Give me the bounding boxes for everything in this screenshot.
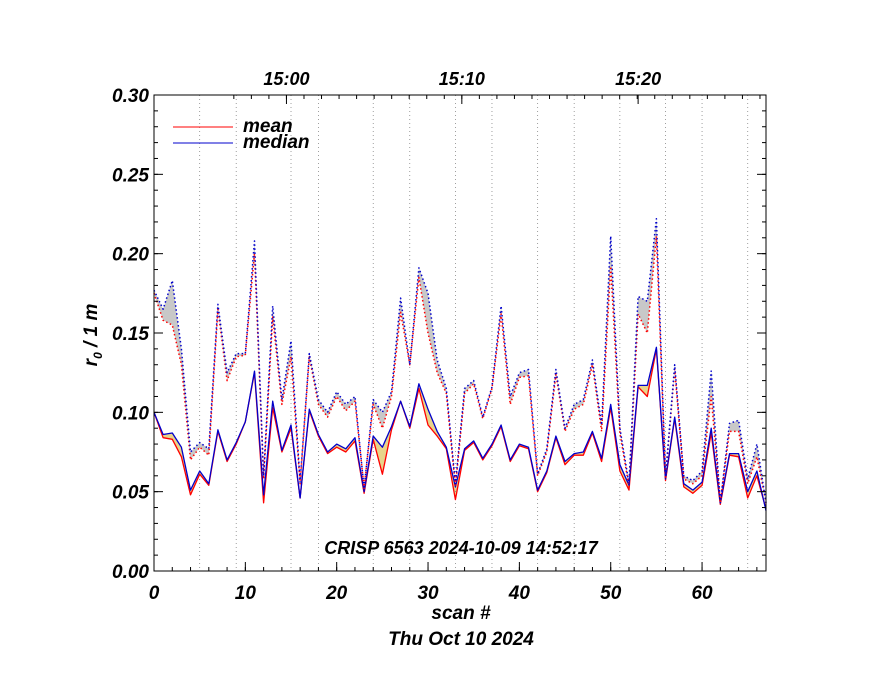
y-tick-label: 0.15 — [112, 324, 149, 345]
series-line-median-upper — [153, 218, 767, 504]
x-tick-label: 10 — [235, 583, 257, 604]
y-tick-label: 0.00 — [112, 562, 149, 583]
y-tick-label: 0.05 — [112, 483, 149, 504]
x-tick-label: 0 — [149, 583, 160, 604]
time-tick-label: 15:10 — [439, 69, 485, 89]
x-tick-label: 50 — [600, 583, 622, 604]
y-tick-label: 0.25 — [112, 165, 149, 186]
x-tick-label: 60 — [691, 583, 713, 604]
legend: mean median — [173, 116, 310, 153]
y-tick-labels: 0.00 0.05 0.10 0.15 0.20 0.25 0.30 — [112, 86, 149, 583]
x-tick-label: 30 — [417, 583, 439, 604]
instrument-annotation: CRISP 6563 2024-10-09 14:52:17 — [324, 538, 599, 558]
y-axis-title: r0 / 1 m — [81, 304, 105, 367]
plot-frame — [153, 94, 767, 572]
band-fill-1 — [154, 218, 766, 503]
scan-grid-lines — [199, 95, 749, 571]
y-tick-label: 0.10 — [112, 403, 149, 424]
axis-ticks — [153, 94, 766, 572]
y-axis-title-main: r — [81, 357, 102, 366]
x-axis-title: scan # — [431, 603, 491, 624]
date-label: Thu Oct 10 2024 — [388, 629, 534, 650]
time-tick-label: 15:20 — [615, 69, 661, 89]
x-tick-label: 40 — [508, 583, 531, 604]
y-axis-title-rest: / 1 m — [81, 304, 102, 353]
legend-label-mean: mean — [243, 116, 293, 137]
x-tick-labels: 0 10 20 30 40 50 60 — [149, 583, 713, 604]
legend-label-median: median — [243, 132, 310, 153]
y-axis-title-subscript: 0 — [91, 352, 105, 359]
y-tick-label: 0.20 — [112, 245, 149, 266]
series-lines — [153, 218, 767, 511]
time-tick-labels: 15:00 15:10 15:20 — [263, 69, 661, 89]
y-tick-label: 0.30 — [112, 86, 149, 107]
x-tick-label: 20 — [325, 583, 348, 604]
time-tick-label: 15:00 — [263, 69, 309, 89]
